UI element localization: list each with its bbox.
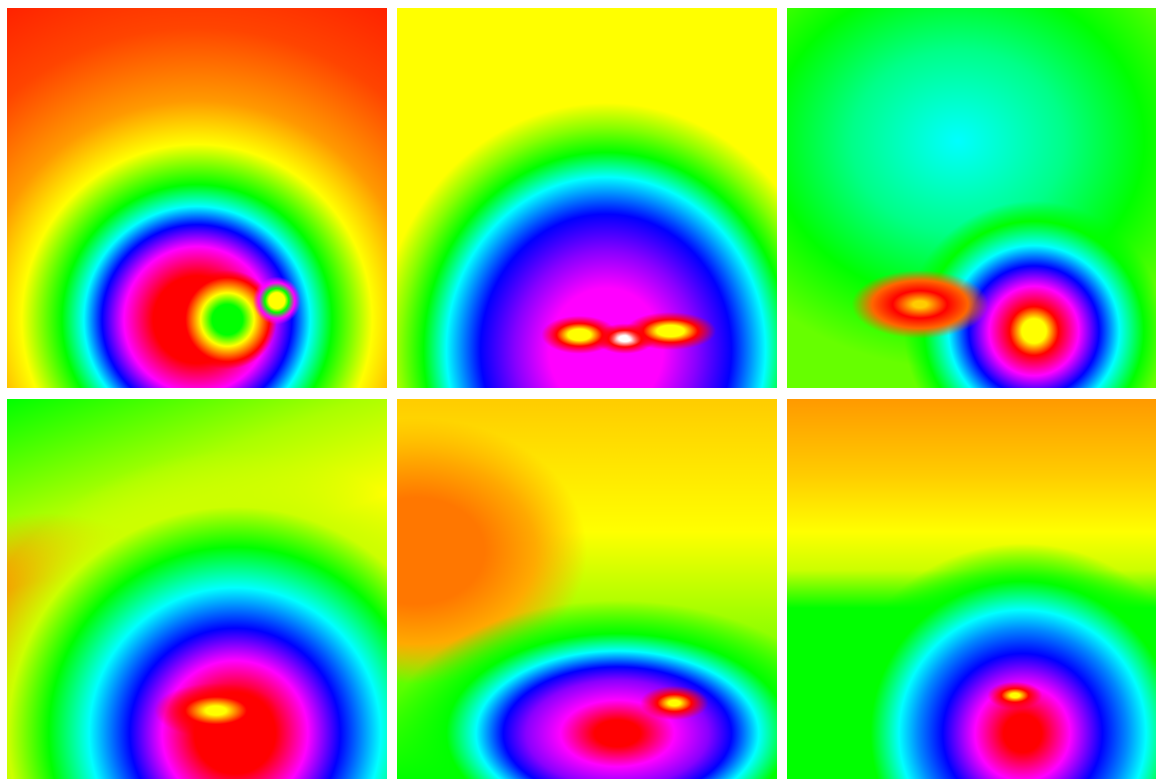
image-panel	[7, 8, 387, 388]
image-panel	[397, 399, 777, 779]
image-panel	[787, 399, 1156, 779]
image-panel	[7, 399, 387, 779]
page: (() => { const data = JSON.parse(documen…	[0, 0, 1156, 779]
image-panel	[787, 8, 1156, 388]
image-panel	[397, 8, 777, 388]
